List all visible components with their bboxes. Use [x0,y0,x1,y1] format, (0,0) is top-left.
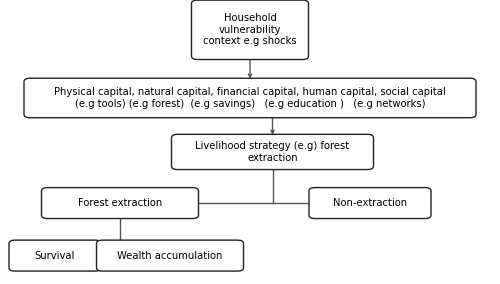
FancyBboxPatch shape [24,78,476,118]
Text: Household
vulnerability
context e.g shocks: Household vulnerability context e.g shoc… [203,13,297,46]
FancyBboxPatch shape [309,188,431,219]
FancyBboxPatch shape [42,188,198,219]
FancyBboxPatch shape [96,240,244,271]
Text: Physical capital, natural capital, financial capital, human capital, social capi: Physical capital, natural capital, finan… [54,87,446,109]
Text: Survival: Survival [35,250,75,261]
Text: Livelihood strategy (e.g) forest
extraction: Livelihood strategy (e.g) forest extract… [196,141,350,163]
FancyBboxPatch shape [172,134,374,170]
Text: Wealth accumulation: Wealth accumulation [118,250,222,261]
Text: Forest extraction: Forest extraction [78,198,162,208]
Text: Non-extraction: Non-extraction [333,198,407,208]
FancyBboxPatch shape [192,0,308,60]
FancyBboxPatch shape [9,240,101,271]
